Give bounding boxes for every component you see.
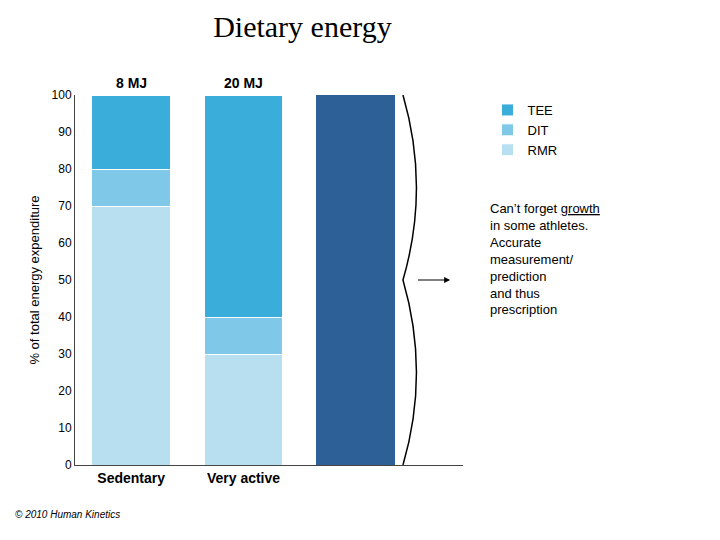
svg-text:8 MJ: 8 MJ (116, 75, 147, 91)
svg-text:70: 70 (58, 199, 72, 213)
svg-text:RMR: RMR (528, 143, 558, 158)
svg-text:10: 10 (58, 421, 72, 435)
svg-text:20: 20 (58, 384, 72, 398)
svg-text:100: 100 (52, 88, 72, 102)
svg-text:20 MJ: 20 MJ (224, 75, 263, 91)
svg-text:Can’t forget growthin some ath: Can’t forget growthin some athletes.Accu… (490, 201, 600, 317)
svg-text:30: 30 (58, 347, 72, 361)
svg-text:TEE: TEE (528, 103, 554, 118)
svg-text:© 2010 Human Kinetics: © 2010 Human Kinetics (15, 509, 120, 520)
svg-text:80: 80 (58, 162, 72, 176)
svg-text:90: 90 (58, 125, 72, 139)
svg-text:Sedentary: Sedentary (97, 470, 165, 486)
svg-text:0: 0 (65, 458, 72, 472)
svg-text:60: 60 (58, 236, 72, 250)
svg-text:% of total energy expenditure: % of total energy expenditure (27, 195, 42, 364)
svg-text:40: 40 (58, 310, 72, 324)
svg-text:Dietary energy: Dietary energy (213, 10, 392, 43)
svg-text:Very active: Very active (207, 470, 280, 486)
svg-text:50: 50 (58, 273, 72, 287)
svg-text:DIT: DIT (528, 123, 549, 138)
